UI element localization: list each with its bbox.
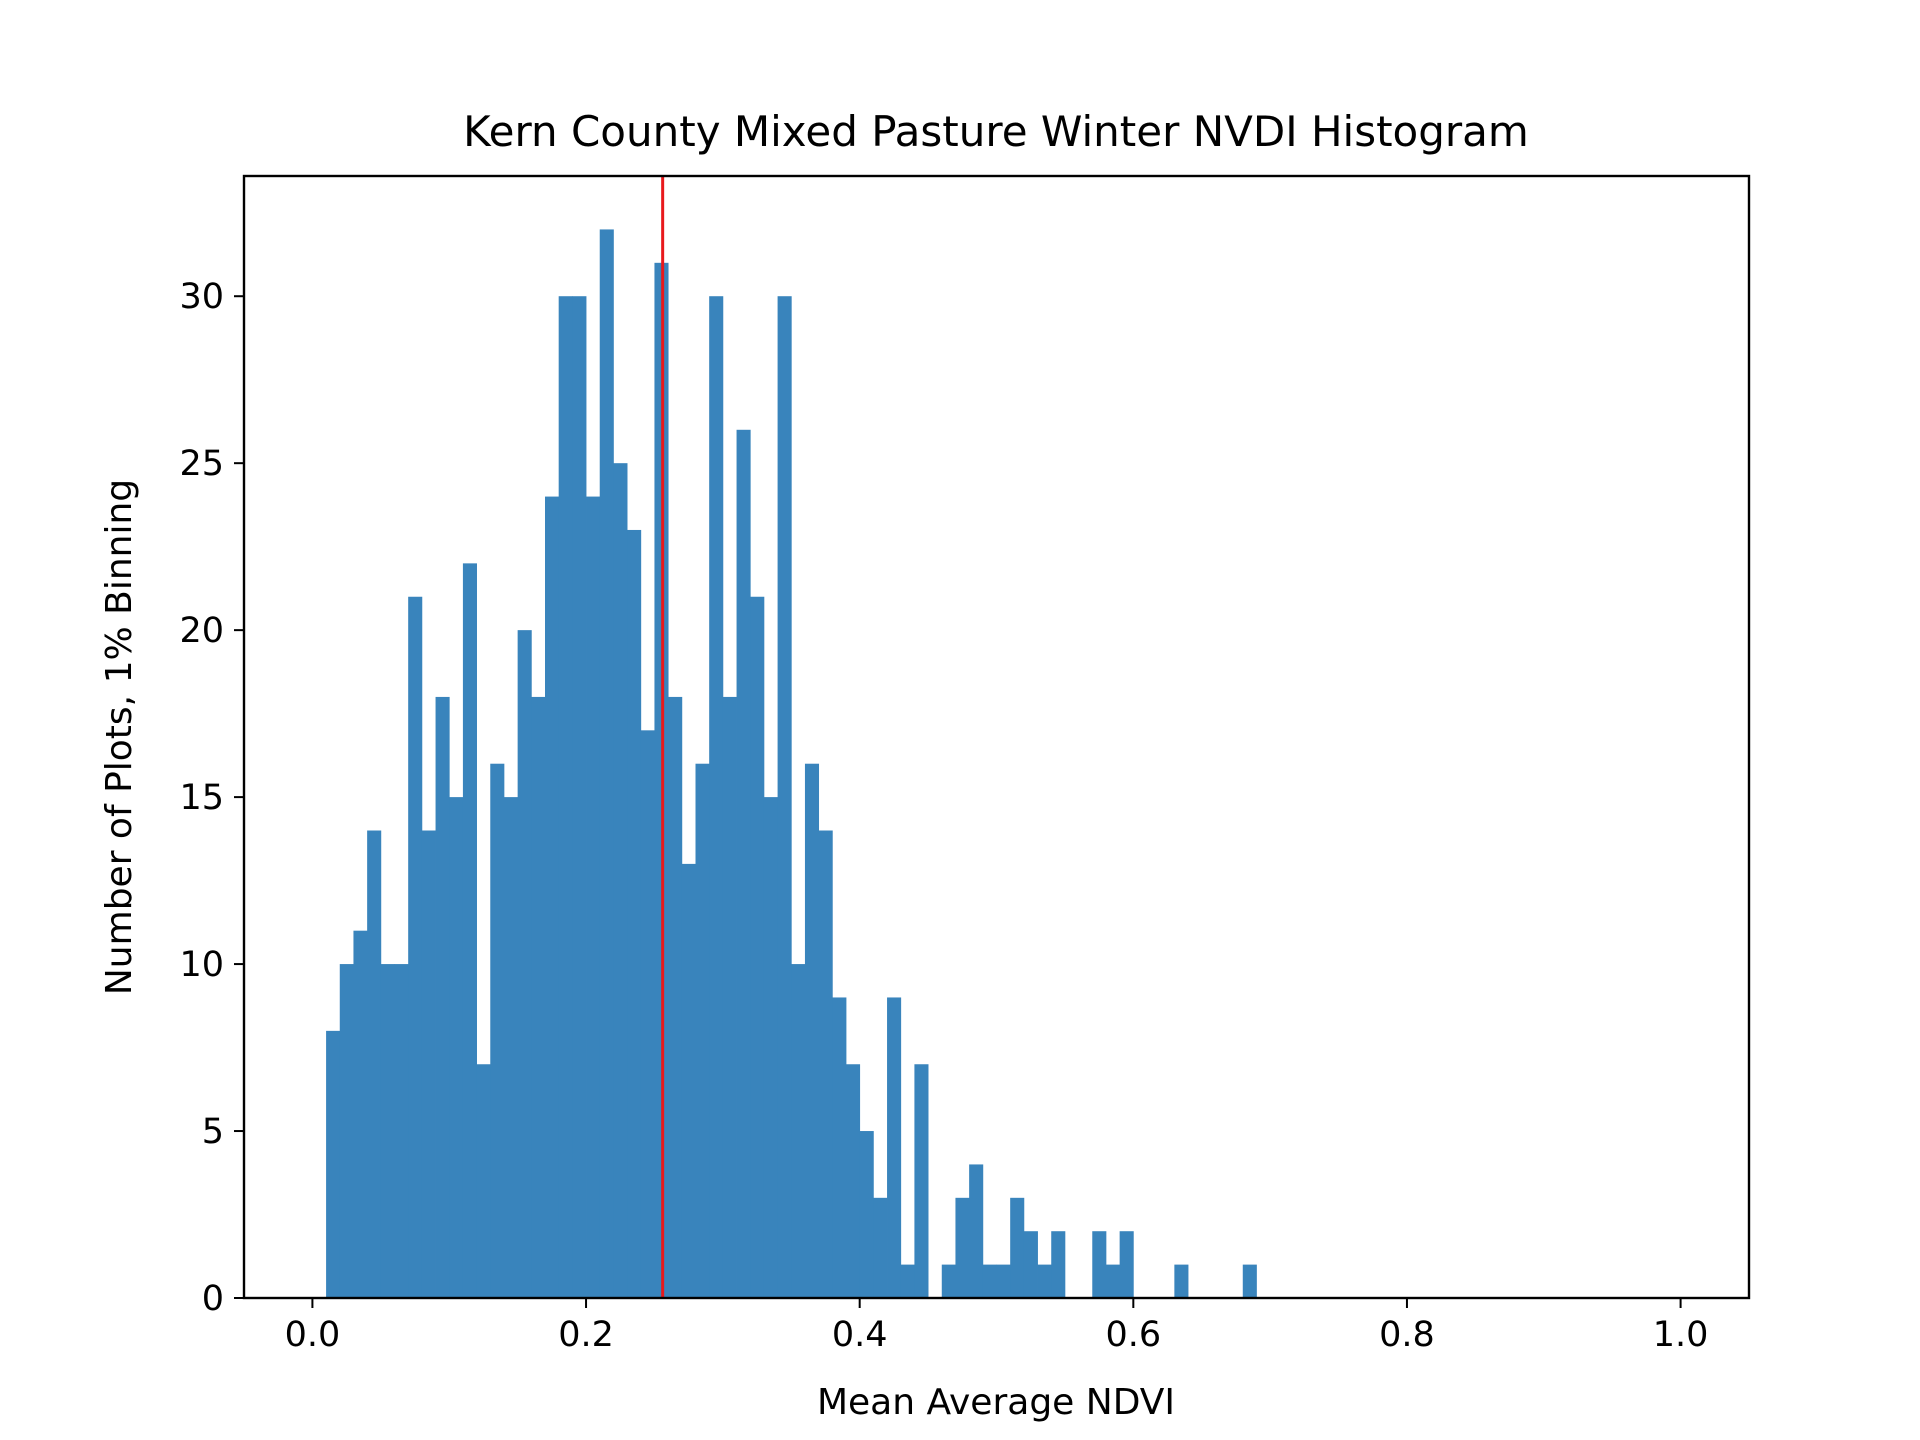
histogram-bar [859,1131,874,1298]
x-tick-label: 0.6 [1105,1315,1161,1355]
x-axis: 0.0 0.2 0.4 0.6 0.8 1.0 [285,1298,1709,1355]
y-tick-label: 20 [179,611,224,651]
histogram-bar [1051,1231,1066,1298]
histogram-bar [982,1264,997,1298]
y-tick-label: 10 [179,945,224,985]
histogram-bar [1037,1264,1052,1298]
histogram-bar [763,797,778,1298]
x-tick-label: 0.4 [832,1315,888,1355]
x-tick-label: 0.8 [1379,1315,1435,1355]
histogram-bar [517,630,532,1298]
histogram-bar [681,863,696,1298]
histogram-bar [887,997,902,1298]
histogram-bar [750,596,765,1298]
histogram-bar [791,964,806,1298]
x-tick-label: 0.2 [558,1315,614,1355]
histogram-bar [599,229,614,1299]
histogram-bar [627,529,642,1298]
histogram-bar [421,830,436,1298]
histogram-bar [1242,1264,1257,1298]
histogram-bar [1010,1197,1025,1298]
histogram-bar [613,463,628,1298]
histogram-bar [709,296,724,1299]
histogram-bar [408,596,423,1298]
y-tick-label: 15 [179,778,224,818]
histogram-bar [449,797,464,1298]
histogram-bar [367,830,382,1298]
plot-frame [242,174,1751,1300]
histogram-bar [558,296,573,1299]
histogram-bar [640,730,655,1298]
y-tick-label: 25 [179,444,224,484]
histogram-bar [462,563,477,1298]
histogram-bar [531,696,546,1298]
histogram-bar [380,964,395,1298]
histogram-bar [1174,1264,1189,1298]
histogram-bar [668,696,683,1298]
y-tick-label: 30 [179,277,224,317]
x-tick-label: 1.0 [1653,1315,1709,1355]
histogram-bar [586,496,601,1298]
histogram-bar [914,1064,929,1298]
x-axis-title: Mean Average NDVI [817,1382,1175,1423]
histogram-bar [1119,1231,1134,1298]
histogram-bar [818,830,833,1298]
y-axis: 0 5 10 15 20 25 30 [179,277,244,1319]
histogram-bar [572,296,587,1299]
histogram-bar [900,1264,915,1298]
histogram-bar [955,1197,970,1298]
histogram-bar [545,496,560,1298]
histogram-bar [941,1264,956,1298]
y-tick-label: 0 [202,1279,224,1319]
histogram-bar [777,296,792,1299]
histogram-bar [490,763,505,1298]
chart-title: Kern County Mixed Pasture Winter NVDI Hi… [463,107,1529,156]
histogram-bar [503,797,519,1298]
histogram-bar [996,1264,1011,1298]
histogram-bar [722,696,737,1298]
y-tick-label: 5 [202,1112,224,1152]
histogram-bar [353,930,368,1298]
histogram-bar [1023,1231,1038,1298]
histogram-bar [339,964,354,1298]
histogram-bar [1092,1231,1107,1298]
histogram-bar [969,1164,984,1298]
histogram-bar [695,763,710,1298]
histogram-bar [804,763,820,1298]
histogram-bar [1105,1264,1121,1298]
y-axis-title: Number of Plots, 1% Binning [99,479,140,995]
histogram-bar [326,1030,341,1298]
histogram-bar [832,997,847,1298]
histogram-bar [846,1064,861,1298]
histogram-bars [326,229,1257,1299]
x-tick-label: 0.0 [285,1315,341,1355]
histogram-bar [394,964,409,1298]
histogram-bar [736,429,751,1298]
histogram-bar [476,1064,491,1298]
histogram-bar [435,696,450,1298]
histogram-bar [873,1197,888,1298]
